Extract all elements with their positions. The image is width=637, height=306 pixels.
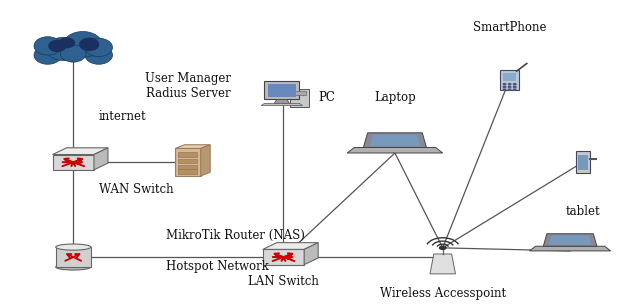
Circle shape [508,86,511,88]
Circle shape [513,84,516,85]
Ellipse shape [56,264,91,270]
Polygon shape [56,247,91,267]
Polygon shape [175,145,210,148]
Polygon shape [261,103,303,106]
Text: SmartPhone: SmartPhone [473,21,547,34]
Polygon shape [290,89,309,107]
Text: Hotspot Network: Hotspot Network [166,260,268,273]
Polygon shape [275,99,290,103]
Polygon shape [178,165,197,169]
Polygon shape [94,148,108,170]
Polygon shape [52,148,108,155]
Polygon shape [503,73,516,81]
Ellipse shape [85,46,113,64]
Polygon shape [263,249,304,265]
Ellipse shape [64,32,102,57]
Text: tablet: tablet [566,205,600,218]
Polygon shape [52,155,94,170]
Circle shape [503,89,506,90]
Circle shape [508,84,511,85]
Polygon shape [304,243,318,265]
Polygon shape [576,151,590,173]
Text: MikroTik Router (NAS): MikroTik Router (NAS) [166,229,304,242]
Polygon shape [369,135,420,146]
Polygon shape [175,148,201,176]
Polygon shape [263,243,318,249]
Polygon shape [529,246,611,251]
Polygon shape [347,147,443,153]
Circle shape [513,89,516,90]
Text: Laptop: Laptop [374,91,416,104]
Ellipse shape [34,37,62,55]
Text: LAN Switch: LAN Switch [248,275,319,288]
Circle shape [508,89,511,90]
Circle shape [503,86,506,88]
Polygon shape [201,145,210,176]
Polygon shape [548,235,592,245]
Text: Wireless Accesspoint: Wireless Accesspoint [380,287,506,300]
Polygon shape [178,159,197,163]
Ellipse shape [59,37,75,48]
Polygon shape [430,254,455,274]
Polygon shape [543,234,597,246]
Text: WAN Switch: WAN Switch [99,183,173,196]
Circle shape [440,246,446,249]
Ellipse shape [85,38,113,57]
Ellipse shape [56,244,91,250]
Ellipse shape [79,38,99,51]
Ellipse shape [47,37,81,61]
Polygon shape [500,70,519,89]
Polygon shape [264,81,299,99]
Polygon shape [578,155,588,170]
Circle shape [503,84,506,85]
Polygon shape [292,91,306,95]
Polygon shape [178,152,197,157]
Polygon shape [178,169,197,174]
Text: User Manager
Radius Server: User Manager Radius Server [145,72,231,100]
Ellipse shape [34,46,62,64]
Ellipse shape [48,40,66,52]
Circle shape [513,86,516,88]
Polygon shape [363,133,427,147]
Ellipse shape [61,45,86,62]
Text: PC: PC [318,91,335,104]
Text: internet: internet [99,110,147,123]
Polygon shape [268,84,296,97]
